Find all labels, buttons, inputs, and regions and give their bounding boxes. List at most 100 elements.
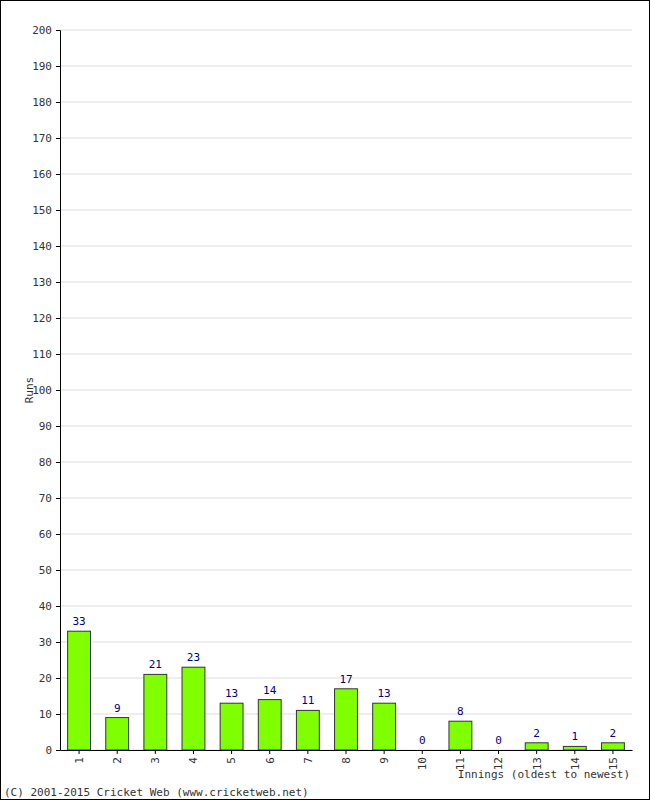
y-tick: 130 bbox=[32, 276, 60, 289]
x-tick: 4 bbox=[187, 750, 200, 764]
x-tick-mark bbox=[422, 750, 423, 754]
y-tick-mark bbox=[56, 318, 60, 319]
y-tick: 180 bbox=[32, 96, 60, 109]
grid-line bbox=[60, 426, 632, 427]
y-tick-label: 0 bbox=[45, 744, 52, 757]
x-tick-label: 7 bbox=[302, 757, 315, 764]
y-tick: 20 bbox=[39, 672, 60, 685]
y-tick-mark bbox=[56, 282, 60, 283]
y-tick-mark bbox=[56, 498, 60, 499]
data-label: 2 bbox=[610, 727, 617, 740]
grid-line bbox=[60, 66, 632, 67]
y-tick-mark bbox=[56, 390, 60, 391]
grid-line bbox=[60, 462, 632, 463]
annotation: (C) 2001-2015 Cricket Web (www.cricketwe… bbox=[4, 786, 309, 799]
y-tick: 70 bbox=[39, 492, 60, 505]
grid-line bbox=[60, 498, 632, 499]
y-tick-mark bbox=[56, 30, 60, 31]
y-tick-mark bbox=[56, 534, 60, 535]
y-tick-label: 10 bbox=[39, 708, 52, 721]
y-tick-mark bbox=[56, 102, 60, 103]
x-tick: 3 bbox=[149, 750, 162, 764]
y-tick-label: 20 bbox=[39, 672, 52, 685]
y-tick-label: 90 bbox=[39, 420, 52, 433]
x-tick-mark bbox=[155, 750, 156, 754]
x-tick: 8 bbox=[340, 750, 353, 764]
y-tick-mark bbox=[56, 66, 60, 67]
x-tick: 5 bbox=[225, 750, 238, 764]
x-tick-mark bbox=[231, 750, 232, 754]
y-tick-label: 80 bbox=[39, 456, 52, 469]
bar bbox=[258, 700, 281, 750]
y-tick-mark bbox=[56, 642, 60, 643]
bar bbox=[601, 743, 624, 750]
data-label: 21 bbox=[149, 658, 162, 671]
y-tick: 80 bbox=[39, 456, 60, 469]
y-tick: 190 bbox=[32, 60, 60, 73]
x-tick-mark bbox=[498, 750, 499, 754]
data-label: 9 bbox=[114, 702, 121, 715]
grid-line bbox=[60, 138, 632, 139]
data-label: 33 bbox=[72, 615, 85, 628]
y-tick-mark bbox=[56, 750, 60, 751]
chart: 3392123131411171308021201020304050607080… bbox=[0, 0, 650, 800]
y-tick-mark bbox=[56, 462, 60, 463]
y-tick: 200 bbox=[32, 24, 60, 37]
grid-line bbox=[60, 390, 632, 391]
x-tick-label: 8 bbox=[340, 757, 353, 764]
y-tick: 0 bbox=[45, 744, 60, 757]
x-tick-label: 10 bbox=[416, 757, 429, 770]
grid-line bbox=[60, 282, 632, 283]
data-label: 8 bbox=[457, 705, 464, 718]
y-tick-mark bbox=[56, 174, 60, 175]
bar bbox=[296, 710, 319, 750]
y-axis: 0102030405060708090100110120130140150160… bbox=[32, 24, 60, 757]
y-tick: 110 bbox=[32, 348, 60, 361]
x-tick: 9 bbox=[378, 750, 391, 764]
grid-line bbox=[60, 318, 632, 319]
x-tick: 2 bbox=[111, 750, 124, 764]
y-tick-label: 60 bbox=[39, 528, 52, 541]
y-tick-label: 130 bbox=[32, 276, 52, 289]
x-tick-label: 4 bbox=[187, 757, 200, 764]
y-tick: 140 bbox=[32, 240, 60, 253]
data-label: 2 bbox=[533, 727, 540, 740]
y-axis-title: Runs bbox=[23, 377, 36, 404]
bar bbox=[182, 667, 205, 750]
y-tick: 120 bbox=[32, 312, 60, 325]
frame bbox=[1, 1, 650, 800]
y-tick-label: 120 bbox=[32, 312, 52, 325]
bar bbox=[525, 743, 548, 750]
y-tick-mark bbox=[56, 354, 60, 355]
bar bbox=[106, 718, 129, 750]
bar bbox=[373, 703, 396, 750]
x-tick: 7 bbox=[302, 750, 315, 764]
data-label: 14 bbox=[263, 684, 277, 697]
bar bbox=[144, 674, 167, 750]
y-tick-label: 40 bbox=[39, 600, 52, 613]
bar bbox=[335, 689, 358, 750]
grid bbox=[60, 30, 632, 750]
x-tick: 6 bbox=[264, 750, 277, 764]
y-tick-label: 50 bbox=[39, 564, 52, 577]
x-tick: 10 bbox=[416, 750, 429, 770]
y-tick-label: 170 bbox=[32, 132, 52, 145]
bar bbox=[449, 721, 472, 750]
x-tick-mark bbox=[612, 750, 613, 754]
y-tick-label: 140 bbox=[32, 240, 52, 253]
bar bbox=[411, 750, 434, 751]
grid-line bbox=[60, 30, 632, 31]
data-labels: 33921231314111713080212 bbox=[72, 615, 616, 747]
data-label: 0 bbox=[495, 734, 502, 747]
data-label: 17 bbox=[339, 673, 352, 686]
bar bbox=[68, 631, 91, 750]
y-tick: 50 bbox=[39, 564, 60, 577]
x-tick-mark bbox=[193, 750, 194, 754]
x-tick-label: 1 bbox=[73, 757, 86, 764]
x-tick-label: 3 bbox=[149, 757, 162, 764]
grid-line bbox=[60, 174, 632, 175]
y-tick-label: 180 bbox=[32, 96, 52, 109]
x-tick-label: 5 bbox=[225, 757, 238, 764]
bar bbox=[220, 703, 243, 750]
bar bbox=[487, 750, 510, 751]
